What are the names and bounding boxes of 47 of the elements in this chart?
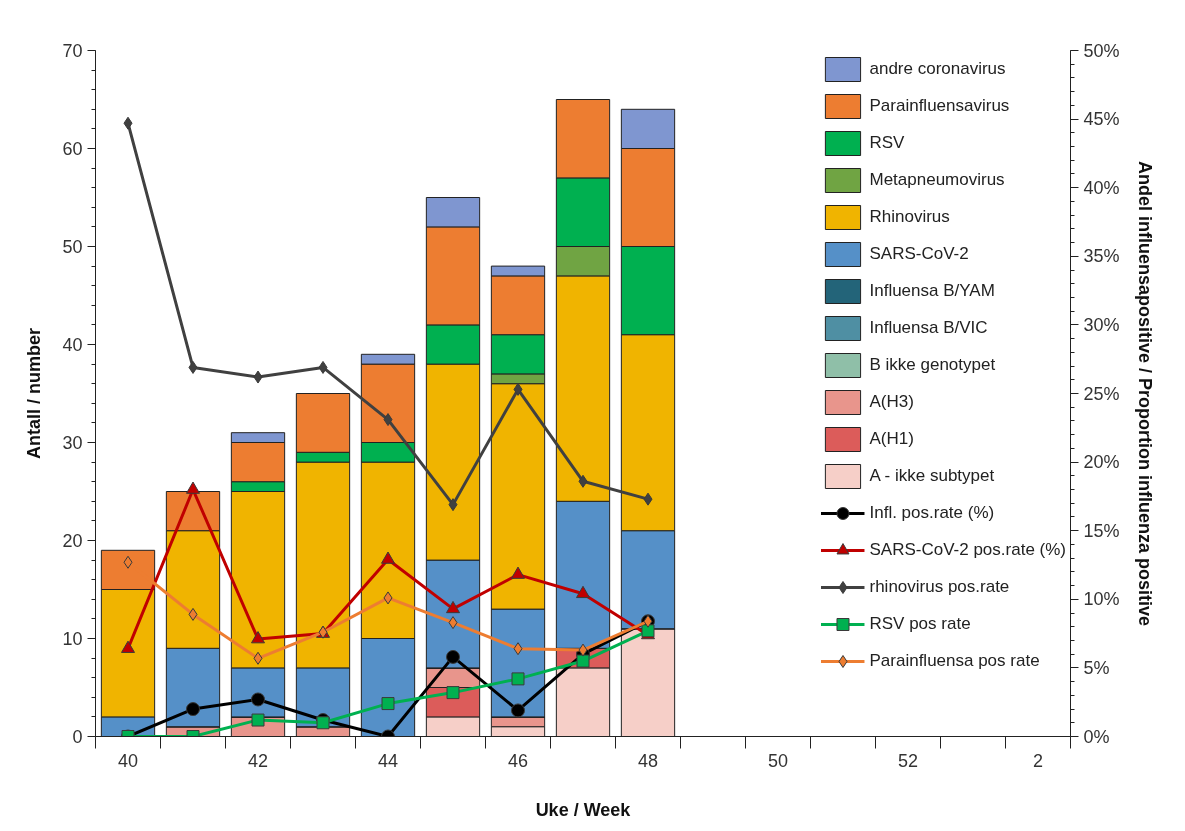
- legend-label: B ikke genotypet: [869, 355, 996, 375]
- y2-tick-label: 35%: [1083, 246, 1120, 267]
- y2-tick-label: 10%: [1083, 589, 1120, 610]
- y2-tick-label: 45%: [1083, 109, 1120, 130]
- y-axis-title: Antall / number: [24, 327, 45, 459]
- y2-tick-label: 15%: [1083, 520, 1120, 541]
- legend-label: Influensa B/YAM: [869, 281, 995, 301]
- y-tick-label: 30: [62, 433, 83, 453]
- y-tick-label: 50: [62, 237, 83, 257]
- y-tick-label: 70: [62, 41, 83, 61]
- y-tick-label: 40: [62, 335, 83, 355]
- legend-label: RSV: [869, 133, 905, 153]
- y2-tick-label: 30%: [1083, 314, 1120, 335]
- x-tick-label: 52: [897, 750, 919, 771]
- legend-label: A(H3): [869, 392, 914, 412]
- y-tick-label: 20: [62, 531, 83, 551]
- x-tick-label: 42: [247, 750, 269, 771]
- x-tick-label: 46: [507, 750, 529, 771]
- x-tick-label: 44: [377, 750, 399, 771]
- legend-label: Infl. pos.rate (%): [869, 503, 995, 523]
- y2-axis-title: Andel influensapositive / Proportion influenza positive: [1134, 160, 1155, 627]
- legend-label: Parainfluensavirus: [869, 96, 1010, 116]
- legend-label: A(H1): [869, 429, 914, 449]
- legend-label: rhinovirus pos.rate: [869, 577, 1010, 597]
- x-axis-title: Uke / Week: [535, 799, 632, 820]
- y2-tick-label: 40%: [1083, 177, 1120, 198]
- legend-label: Metapneumovirus: [869, 170, 1005, 190]
- legend-label: SARS-CoV-2 pos.rate (%): [869, 540, 1066, 560]
- x-tick-label: 48: [637, 750, 659, 771]
- y2-tick-label: 50%: [1083, 40, 1120, 61]
- y2-tick-label: 0%: [1083, 726, 1110, 747]
- legend-label: A - ikke subtypet: [869, 466, 995, 486]
- legend-label: SARS-CoV-2: [869, 244, 969, 264]
- legend-label: Influensa B/VIC: [869, 318, 988, 338]
- legend-label: Rhinovirus: [869, 207, 950, 227]
- x-tick-label: 2: [1032, 750, 1044, 771]
- legend-label: RSV pos rate: [869, 614, 971, 634]
- y2-tick-label: 25%: [1083, 383, 1120, 404]
- y2-tick-label: 20%: [1083, 452, 1120, 473]
- x-tick-label: 50: [767, 750, 789, 771]
- x-tick-label: 40: [117, 750, 139, 771]
- y-tick-label: 60: [62, 139, 83, 159]
- legend-label: Parainfluensa pos rate: [869, 651, 1040, 671]
- y-tick-label: 10: [62, 629, 83, 649]
- y-tick-label: 0: [72, 727, 83, 747]
- y2-tick-label: 5%: [1083, 657, 1110, 678]
- legend-label: andre coronavirus: [869, 59, 1006, 79]
